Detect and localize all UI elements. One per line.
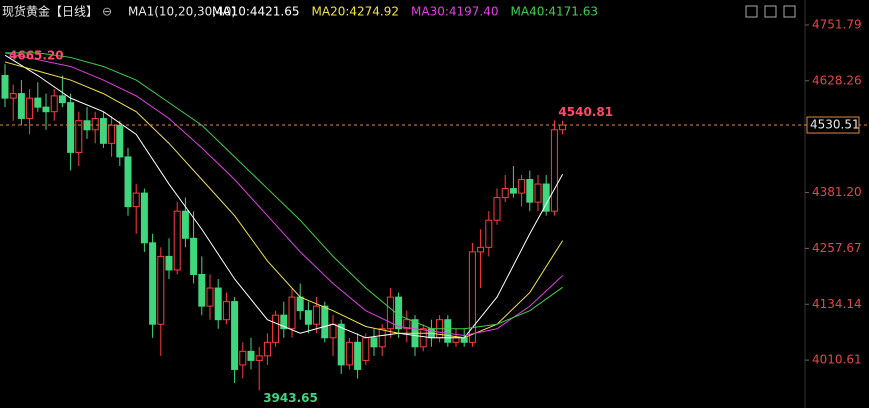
- candle-body: [190, 237, 198, 275]
- candle-body: [50, 95, 58, 113]
- y-tick-label: 4010.61: [812, 353, 862, 367]
- tool-button[interactable]: [745, 5, 758, 18]
- candle-body: [247, 350, 255, 361]
- candle-body: [67, 102, 75, 153]
- candle-body: [419, 328, 427, 348]
- ma-line: [4, 52, 563, 337]
- candle-body: [321, 305, 329, 339]
- y-tick-label: 4751.79: [812, 17, 862, 31]
- candle-body: [222, 301, 230, 321]
- candle-body: [485, 219, 493, 248]
- annotation: 3943.65: [263, 391, 318, 405]
- candle-body: [378, 328, 386, 348]
- legend-entry: MA10:4421.65: [212, 5, 300, 19]
- candle-body: [550, 129, 558, 212]
- candle-body: [509, 188, 517, 194]
- ma-line: [4, 61, 564, 339]
- candle-body: [58, 95, 66, 104]
- legend-entry: MA20:4274.92: [312, 5, 400, 19]
- candle-body: [403, 319, 411, 330]
- y-tick-label: 4381.20: [812, 185, 862, 199]
- candle-body: [370, 337, 378, 348]
- candle-body: [354, 341, 362, 370]
- icon[interactable]: ⊖: [102, 5, 112, 19]
- candle-body: [34, 97, 42, 108]
- candle-body: [165, 255, 173, 271]
- candle-body: [477, 246, 485, 253]
- indicator: MA1(10,20,30,40): [128, 5, 236, 19]
- candle-body: [99, 117, 107, 144]
- candle-body: [116, 124, 124, 158]
- candle-body: [313, 305, 321, 325]
- candle-body: [559, 124, 567, 131]
- candle-body: [460, 337, 468, 343]
- candle-body: [493, 197, 501, 221]
- tool-button[interactable]: [783, 5, 796, 18]
- candle-body: [124, 156, 132, 208]
- candle-body: [231, 301, 239, 370]
- candle-body: [263, 341, 271, 357]
- toolbar: [745, 5, 796, 18]
- candle-body: [362, 337, 370, 361]
- candle-body: [534, 183, 542, 203]
- legend-entry: MA30:4197.40: [411, 5, 499, 19]
- tool-button[interactable]: [764, 5, 777, 18]
- annotation: 4540.81: [558, 105, 613, 119]
- candle-body: [329, 323, 337, 339]
- legend-entry: MA40:4171.63: [511, 5, 599, 19]
- ma-line: [5, 52, 563, 330]
- candle-body: [42, 106, 50, 113]
- candle-body: [91, 117, 99, 131]
- candle-body: [206, 287, 214, 307]
- candle-body: [501, 188, 509, 199]
- ma-line: [4, 54, 564, 339]
- candle-body: [149, 242, 157, 325]
- y-tick-label: 4628.26: [812, 73, 862, 87]
- candle-body: [157, 255, 165, 325]
- candle-body: [518, 179, 526, 194]
- candle-body: [280, 314, 288, 330]
- candle-body: [198, 273, 206, 307]
- chart-title: 现货黄金【日线】: [2, 4, 98, 19]
- candle-body: [17, 93, 25, 119]
- candle-body: [132, 192, 140, 208]
- candle-body: [181, 210, 189, 239]
- y-tick-label: 4134.14: [812, 297, 862, 311]
- candle-body: [526, 179, 534, 203]
- candle-body: [239, 350, 247, 366]
- candle-body: [304, 310, 312, 325]
- candle-body: [75, 120, 83, 153]
- candle-body: [345, 341, 353, 366]
- current-price-label: 4530.51: [810, 118, 860, 132]
- candle-body: [255, 355, 263, 361]
- candle-body: [296, 296, 304, 312]
- candle-body: [9, 93, 17, 99]
- price-tag-box: [806, 116, 860, 134]
- candle-body: [337, 323, 345, 366]
- y-tick-label: 4257.67: [812, 241, 862, 255]
- candle-body: [452, 337, 460, 343]
- candle-body: [272, 314, 280, 343]
- candle-body: [1, 75, 9, 99]
- candle-body: [214, 287, 222, 321]
- candle-body: [26, 97, 34, 119]
- candle-body: [468, 251, 476, 343]
- candle-body: [386, 296, 394, 330]
- candle-body: [140, 192, 148, 244]
- annotation: 4665.20: [9, 49, 64, 63]
- candle-body: [444, 319, 452, 343]
- candle-body: [108, 124, 116, 144]
- candle-body: [173, 210, 181, 271]
- candle-body: [288, 296, 296, 330]
